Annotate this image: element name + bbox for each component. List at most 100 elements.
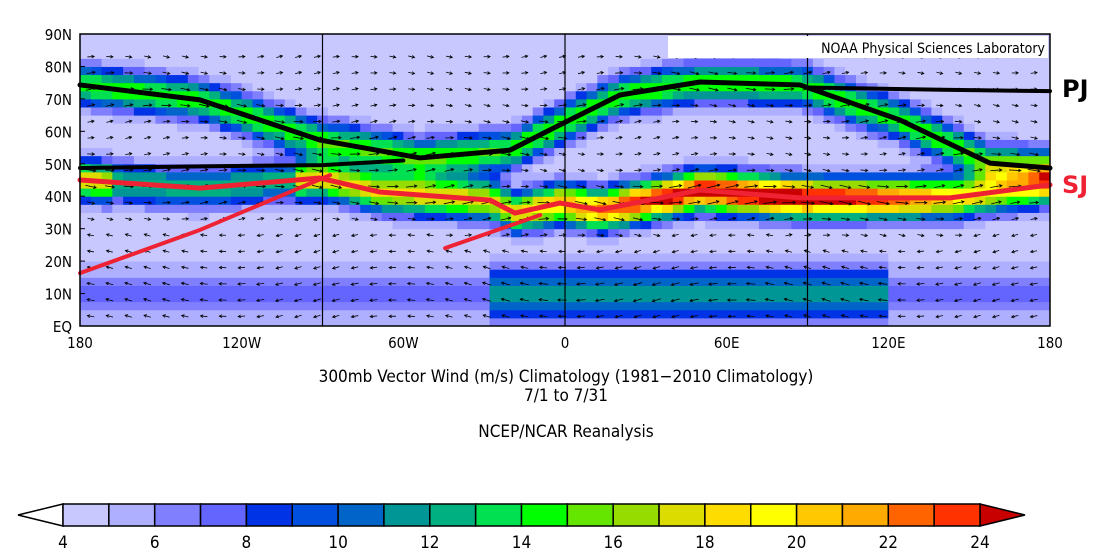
speed-cell (133, 131, 146, 140)
speed-cell (252, 155, 264, 165)
wind-arrow (860, 250, 868, 253)
speed-cell (597, 269, 609, 278)
speed-cell (662, 293, 674, 303)
speed-cell (694, 171, 706, 181)
speed-cell (985, 204, 997, 213)
speed-cell (888, 277, 900, 286)
speed-cell (543, 66, 555, 76)
wind-arrow-head (181, 249, 185, 253)
speed-cell (1017, 155, 1029, 165)
speed-cell (403, 115, 415, 124)
speed-cell (511, 155, 523, 165)
speed-cell (608, 212, 620, 222)
speed-cell (101, 58, 113, 67)
wind-arrow-head (463, 281, 468, 286)
wind-arrow-head (355, 54, 359, 59)
wind-arrow-head (935, 266, 940, 270)
wind-arrow-head (298, 103, 303, 108)
speed-cell (252, 236, 264, 246)
speed-cell (996, 180, 1008, 189)
speed-cell (629, 123, 641, 132)
wind-arrow-head (274, 282, 279, 286)
wind-arrow (200, 234, 208, 236)
speed-cell (284, 163, 297, 173)
wind-arrow (162, 168, 171, 172)
speed-cell (457, 74, 469, 84)
speed-cell (608, 131, 620, 140)
speed-cell (866, 196, 879, 205)
wind-arrow-head (557, 282, 561, 286)
speed-cell (241, 285, 253, 295)
speed-cell (209, 107, 221, 116)
speed-cell (500, 115, 512, 124)
wind-arrow (125, 136, 132, 139)
wind-arrow-head (581, 168, 586, 173)
speed-cell (1006, 269, 1019, 278)
speed-cell (726, 82, 738, 92)
speed-cell (500, 123, 512, 132)
wind-arrow-head (185, 55, 190, 59)
wind-arrow (445, 266, 453, 269)
speed-cell (327, 155, 340, 165)
speed-cell (963, 171, 976, 181)
speed-cell (435, 188, 447, 197)
speed-cell (177, 277, 189, 286)
wind-arrow-head (520, 249, 525, 253)
speed-cell (155, 139, 167, 149)
speed-cell (565, 204, 577, 213)
speed-cell (705, 131, 717, 140)
wind-arrow (744, 200, 758, 205)
wind-arrow (106, 120, 113, 123)
speed-cell (489, 277, 501, 286)
speed-cell (144, 220, 156, 230)
speed-cell (780, 98, 792, 108)
wind-arrow (841, 153, 849, 155)
speed-cell (489, 74, 501, 84)
speed-cell (360, 58, 372, 67)
wind-arrow-head (468, 216, 473, 221)
wind-arrow (162, 314, 170, 318)
wind-arrow-head (788, 152, 793, 156)
speed-cell (500, 285, 512, 295)
speed-cell (511, 212, 523, 222)
speed-cell (478, 212, 491, 222)
speed-cell (532, 188, 544, 197)
speed-cell (155, 244, 167, 254)
speed-cell (856, 155, 868, 165)
speed-cell (1017, 107, 1029, 116)
wind-arrow-head (821, 314, 826, 318)
wind-arrow (275, 298, 284, 302)
speed-cell (963, 98, 976, 108)
speed-cell (511, 115, 523, 124)
speed-cell (748, 261, 760, 270)
speed-cell (327, 42, 340, 51)
wind-arrow-head (449, 55, 454, 59)
speed-cell (963, 58, 976, 67)
speed-cell (392, 301, 404, 311)
speed-cell (241, 196, 253, 205)
speed-cell (629, 58, 641, 67)
wind-arrow (936, 250, 943, 253)
speed-cell (812, 163, 825, 173)
wind-arrow-head (791, 185, 796, 189)
speed-cell (511, 107, 523, 116)
speed-cell (155, 277, 167, 286)
speed-cell (953, 212, 965, 222)
speed-cell (942, 220, 954, 230)
wind-arrow (275, 169, 284, 172)
speed-cell (759, 131, 771, 140)
wind-arrow (332, 87, 340, 91)
speed-cell (424, 147, 437, 157)
wind-arrow-head (388, 249, 393, 254)
speed-cell (1017, 309, 1029, 319)
speed-cell (942, 309, 954, 319)
speed-cell (575, 301, 588, 311)
wind-arrow (256, 282, 265, 285)
wind-arrow-head (431, 217, 435, 221)
speed-cell (931, 90, 943, 100)
speed-cell (953, 253, 965, 262)
wind-arrow-head (885, 185, 890, 189)
speed-cell (403, 196, 415, 205)
speed-cell (953, 90, 965, 100)
wind-arrow-head (426, 265, 430, 270)
